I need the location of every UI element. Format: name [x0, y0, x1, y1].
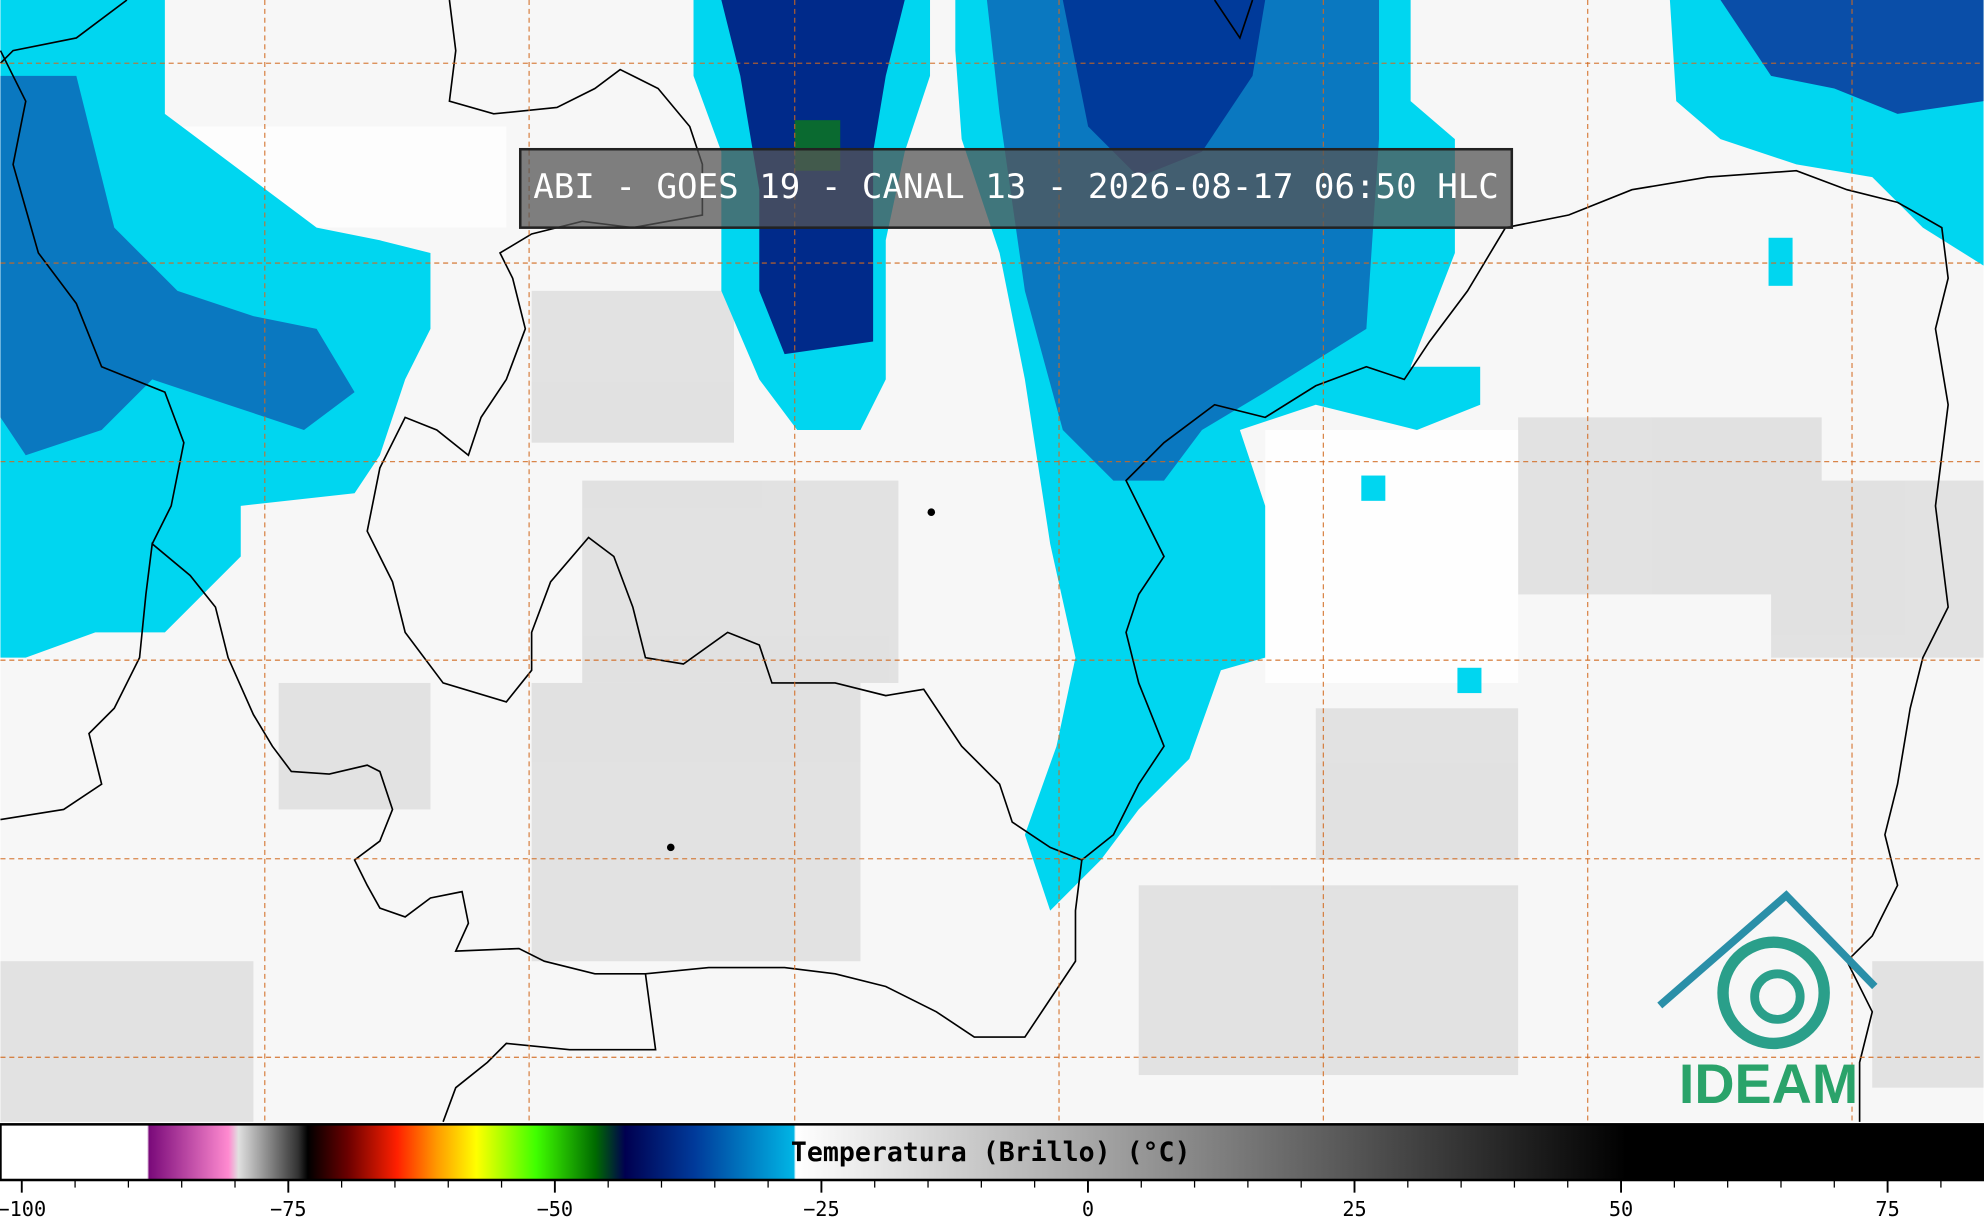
tick-label: 25: [1342, 1197, 1366, 1221]
tick-label: −50: [537, 1197, 574, 1221]
borders: [0, 0, 1949, 1123]
title: ABI - GOES 19 - CANAL 13 - 2026-08-17 06…: [533, 167, 1499, 207]
logo-text: IDEAM: [1679, 1053, 1858, 1115]
city-dot: [927, 508, 936, 517]
title-box: ABI - GOES 19 - CANAL 13 - 2026-08-17 06…: [518, 147, 1514, 229]
colorbar-label: Temperatura (Brillo) (°C): [791, 1137, 1191, 1168]
tick-label: −25: [803, 1197, 840, 1221]
tick-label: −100: [0, 1197, 46, 1221]
tick-label: 0: [1082, 1197, 1094, 1221]
tick-label: 75: [1875, 1197, 1899, 1221]
city-dot: [666, 843, 675, 852]
tick-label: −75: [270, 1197, 307, 1221]
tick-label: 50: [1609, 1197, 1633, 1221]
colorbar: Temperatura (Brillo) (°C) −100 −75 −50 −25 0…: [0, 1123, 1984, 1221]
logo: IDEAM: [1657, 890, 1878, 1115]
